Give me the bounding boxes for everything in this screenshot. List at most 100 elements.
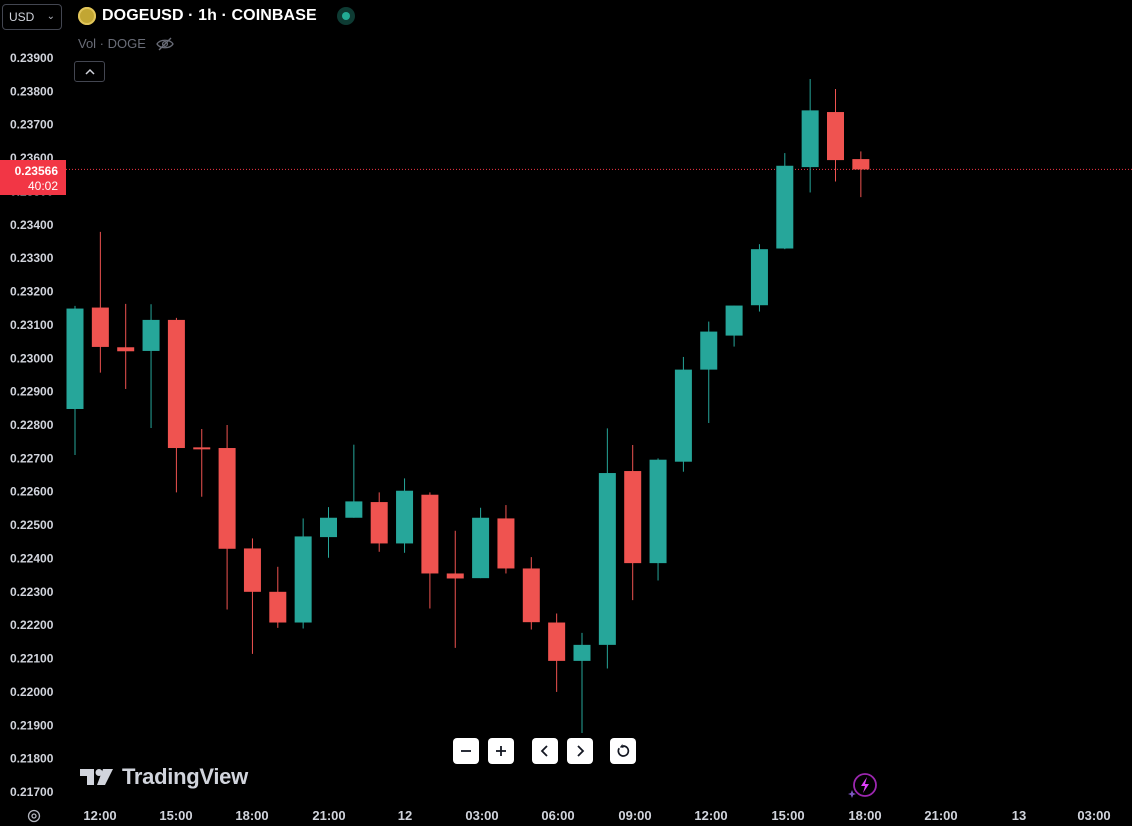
price-axis-label: 0.23800: [10, 84, 54, 98]
candle-body[interactable]: [396, 490, 414, 544]
gear-icon[interactable]: [26, 808, 42, 824]
chevron-right-icon: [577, 745, 585, 757]
eye-hidden-icon[interactable]: [156, 37, 174, 51]
currency-select-value: USD: [9, 10, 35, 24]
tradingview-logo-text: TradingView: [122, 764, 248, 789]
candle-body[interactable]: [218, 448, 236, 549]
time-axis-label: 12: [398, 808, 412, 823]
chevron-up-icon: [84, 68, 95, 75]
minus-icon: [461, 750, 471, 752]
candle-body[interactable]: [649, 459, 667, 564]
candle-body[interactable]: [750, 249, 768, 306]
candle-body[interactable]: [472, 517, 490, 579]
price-axis-label: 0.22100: [10, 652, 54, 666]
price-axis-label: 0.22700: [10, 451, 54, 465]
scroll-right-button[interactable]: [567, 738, 593, 764]
candle-body[interactable]: [598, 473, 616, 645]
collapse-legend-button[interactable]: [74, 61, 105, 82]
volume-legend: Vol · DOGE: [78, 36, 174, 51]
candle-body[interactable]: [674, 369, 692, 462]
candle-body[interactable]: [776, 165, 794, 249]
candle-body[interactable]: [142, 319, 160, 351]
zoom-in-button[interactable]: [488, 738, 514, 764]
candles-layer: [66, 79, 870, 733]
candle-body[interactable]: [522, 568, 540, 623]
price-axis-label: 0.22600: [10, 485, 54, 499]
tradingview-logo-icon: [80, 769, 113, 785]
price-axis-label: 0.23900: [10, 51, 54, 65]
time-axis-label: 15:00: [159, 808, 192, 823]
candle-body[interactable]: [294, 536, 312, 623]
reset-icon: [617, 744, 630, 757]
tradingview-logo[interactable]: TradingView: [80, 764, 248, 790]
candle-body[interactable]: [446, 573, 464, 579]
time-axis-label: 06:00: [541, 808, 574, 823]
candle-body[interactable]: [801, 110, 819, 168]
symbol-title[interactable]: DOGEUSD · 1h · COINBASE: [102, 7, 317, 24]
candle-body[interactable]: [167, 319, 185, 449]
price-axis-label: 0.21800: [10, 752, 54, 766]
time-axis-label: 09:00: [618, 808, 651, 823]
candle-body[interactable]: [91, 307, 109, 347]
chevron-left-icon: [540, 745, 548, 757]
candle-body[interactable]: [66, 308, 84, 409]
price-axis-label: 0.23100: [10, 318, 54, 332]
reset-chart-button[interactable]: [610, 738, 636, 764]
candle-body[interactable]: [345, 501, 363, 518]
time-axis-label: 12:00: [694, 808, 727, 823]
zoom-out-button[interactable]: [453, 738, 479, 764]
time-axis-label: 18:00: [848, 808, 881, 823]
time-axis-label: 03:00: [465, 808, 498, 823]
time-axis-label: 13: [1012, 808, 1026, 823]
candle-body[interactable]: [320, 517, 337, 538]
candle-body[interactable]: [573, 644, 591, 661]
currency-select[interactable]: USD ⌄: [2, 4, 62, 30]
time-axis[interactable]: 12:00 15:00 18:00 21:00 12 03:00 06:00 09:00 12:…: [83, 808, 1110, 823]
price-axis-label: 0.23200: [10, 285, 54, 299]
price-axis-label: 0.22200: [10, 618, 54, 632]
time-axis-label: 03:00: [1077, 808, 1110, 823]
price-axis-label: 0.22000: [10, 685, 54, 699]
current-price-tag: 0.23566 40:02: [0, 160, 66, 195]
time-axis-label: 21:00: [924, 808, 957, 823]
symbol-legend: DOGEUSD · 1h · COINBASE: [78, 7, 355, 25]
price-axis-label: 0.23300: [10, 251, 54, 265]
price-axis-label: 0.23000: [10, 351, 54, 365]
candle-body[interactable]: [852, 159, 870, 170]
price-axis-label: 0.22300: [10, 585, 54, 599]
candle-body[interactable]: [269, 591, 287, 623]
price-axis-label: 0.23700: [10, 118, 54, 132]
candle-body[interactable]: [700, 331, 718, 370]
price-axis-label: 0.22400: [10, 551, 54, 565]
candle-body[interactable]: [421, 494, 439, 574]
price-axis-label: 0.22900: [10, 385, 54, 399]
current-price-value: 0.23566: [14, 164, 58, 178]
bar-countdown: 40:02: [27, 179, 58, 193]
candle-body[interactable]: [370, 502, 388, 544]
time-axis-label: 12:00: [83, 808, 116, 823]
time-axis-label: 15:00: [771, 808, 804, 823]
sparkle-icon[interactable]: [848, 772, 878, 800]
scroll-left-button[interactable]: [532, 738, 558, 764]
plus-icon: [496, 746, 506, 756]
candle-body[interactable]: [193, 447, 211, 450]
price-axis-label: 0.23400: [10, 218, 54, 232]
candle-body[interactable]: [725, 305, 743, 336]
doge-coin-icon: [78, 7, 96, 25]
candle-body[interactable]: [497, 518, 515, 569]
candle-body[interactable]: [548, 622, 566, 661]
time-axis-label: 18:00: [235, 808, 268, 823]
price-axis-label: 0.22800: [10, 418, 54, 432]
market-open-dot-icon[interactable]: [336, 7, 355, 25]
price-axis-label: 0.22500: [10, 518, 54, 532]
price-axis-label: 0.21700: [10, 785, 54, 799]
candle-body[interactable]: [243, 548, 261, 592]
candle-body[interactable]: [624, 471, 642, 564]
volume-label: Vol · DOGE: [78, 36, 146, 51]
time-axis-label: 21:00: [312, 808, 345, 823]
price-axis-label: 0.21900: [10, 718, 54, 732]
candle-body[interactable]: [117, 347, 135, 352]
chevron-down-icon: ⌄: [46, 11, 55, 22]
candle-body[interactable]: [827, 112, 844, 161]
